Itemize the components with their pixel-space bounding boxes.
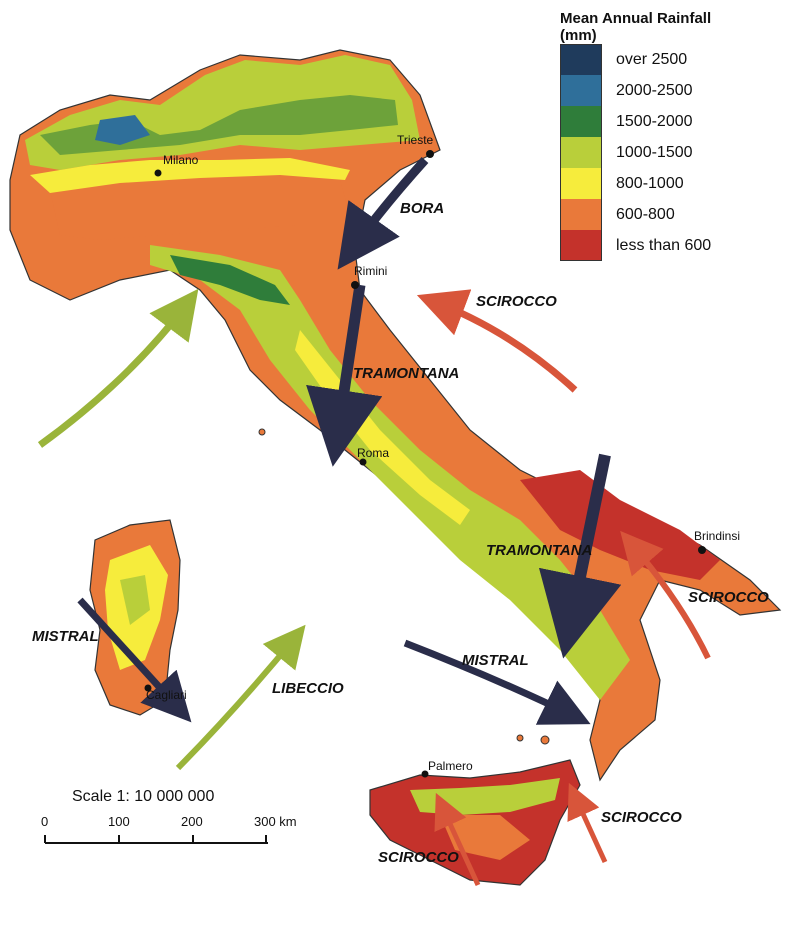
island-dot bbox=[516, 734, 524, 742]
city-label-palermo: Palmero bbox=[428, 759, 473, 773]
legend-label: 800-1000 bbox=[616, 174, 684, 192]
scale-tick-200: 200 bbox=[181, 814, 203, 829]
legend-swatch bbox=[560, 44, 602, 75]
bora-arrow bbox=[337, 156, 429, 270]
legend-swatch bbox=[560, 230, 602, 261]
mistral-sea-arrow bbox=[403, 639, 591, 725]
legend-label: over 2500 bbox=[616, 50, 688, 68]
scale-title: Scale 1: 10 000 000 bbox=[72, 788, 215, 805]
city-dot-cagliari bbox=[144, 684, 152, 692]
wind-label-scirocco-east: SCIROCCO bbox=[688, 589, 769, 606]
legend-item: 1000-1500 bbox=[560, 137, 780, 168]
scirocco-sicily-east-arrow bbox=[567, 782, 608, 864]
legend-label: 600-800 bbox=[616, 205, 675, 223]
legend-item: 800-1000 bbox=[560, 168, 780, 199]
po-valley-yellow bbox=[30, 158, 350, 193]
scirocco-north-arrow bbox=[416, 289, 578, 393]
city-dot-trieste bbox=[426, 150, 434, 158]
city-label-brindisi: Brindinsi bbox=[694, 529, 741, 543]
wind-label-tramontana-north: TRAMONTANA bbox=[353, 365, 460, 382]
scirocco-sicily-south-arrow bbox=[434, 792, 481, 887]
city-dot-rimini bbox=[351, 281, 359, 289]
wind-label-tramontana-south: TRAMONTANA bbox=[486, 542, 593, 559]
scirocco-east-arrow bbox=[620, 530, 711, 660]
rainfall-legend: Mean Annual Rainfall (mm) over 2500 2000-… bbox=[560, 10, 780, 261]
legend-label: 1000-1500 bbox=[616, 143, 693, 161]
legend-item: 1500-2000 bbox=[560, 106, 780, 137]
city-label-cagliari: Cagliari bbox=[146, 688, 187, 702]
green-wind-arrow bbox=[37, 288, 199, 448]
city-dot-palermo bbox=[421, 770, 429, 778]
island-dot bbox=[258, 428, 266, 436]
legend-unit: (mm) bbox=[560, 27, 597, 44]
apennines bbox=[150, 245, 630, 700]
wind-label-scirocco-sicily-east: SCIROCCO bbox=[601, 809, 682, 826]
legend-swatch bbox=[560, 199, 602, 230]
scale-bar-line bbox=[44, 835, 268, 844]
city-dot-milano bbox=[154, 169, 162, 177]
scale-tick-100: 100 bbox=[108, 814, 130, 829]
legend-label: 1500-2000 bbox=[616, 112, 693, 130]
legend-swatch bbox=[560, 168, 602, 199]
sardinia-wet bbox=[120, 575, 150, 625]
legend-item: over 2500 bbox=[560, 44, 780, 75]
city-label-trieste: Trieste bbox=[397, 133, 434, 147]
apennines-wet bbox=[170, 255, 290, 305]
wind-label-libeccio: LIBECCIO bbox=[272, 680, 344, 697]
wind-label-mistral-sea: MISTRAL bbox=[462, 652, 529, 669]
legend-swatch bbox=[560, 75, 602, 106]
apennines-ridge bbox=[295, 330, 470, 525]
wind-label-mistral-sardinia: MISTRAL bbox=[32, 628, 99, 645]
po-valley bbox=[50, 170, 350, 240]
legend-item: 600-800 bbox=[560, 199, 780, 230]
legend-title: Mean Annual Rainfall bbox=[560, 10, 712, 27]
tramontana-north-arrow bbox=[306, 284, 383, 467]
legend-swatch bbox=[560, 106, 602, 137]
legend-swatch bbox=[560, 137, 602, 168]
city-label-milano: Milano bbox=[163, 153, 199, 167]
wind-label-scirocco-sicily-south: SCIROCCO bbox=[378, 849, 459, 866]
alps-peak bbox=[95, 115, 150, 145]
tramontana-south-arrow bbox=[538, 453, 622, 659]
scale-tick-300: 300 km bbox=[254, 814, 297, 829]
libeccio-arrow bbox=[175, 624, 306, 771]
city-dot-brindisi bbox=[698, 546, 706, 554]
city-label-roma: Roma bbox=[357, 446, 390, 460]
legend-rows: over 2500 2000-2500 1500-2000 1000-1500 800-… bbox=[560, 44, 780, 261]
legend-item: less than 600 bbox=[560, 230, 780, 261]
puglia-dry bbox=[520, 470, 720, 580]
scale-tick-0: 0 bbox=[41, 814, 49, 829]
mistral-sardinia-arrow bbox=[77, 597, 192, 723]
city-dot-roma bbox=[359, 458, 367, 466]
wind-label-bora: BORA bbox=[400, 200, 445, 217]
wind-label-scirocco-north: SCIROCCO bbox=[476, 293, 557, 310]
island-dot bbox=[540, 735, 550, 745]
legend-label: less than 600 bbox=[616, 236, 712, 254]
city-label-rimini: Rimini bbox=[354, 264, 388, 278]
legend-label: 2000-2500 bbox=[616, 81, 693, 99]
legend-item: 2000-2500 bbox=[560, 75, 780, 106]
